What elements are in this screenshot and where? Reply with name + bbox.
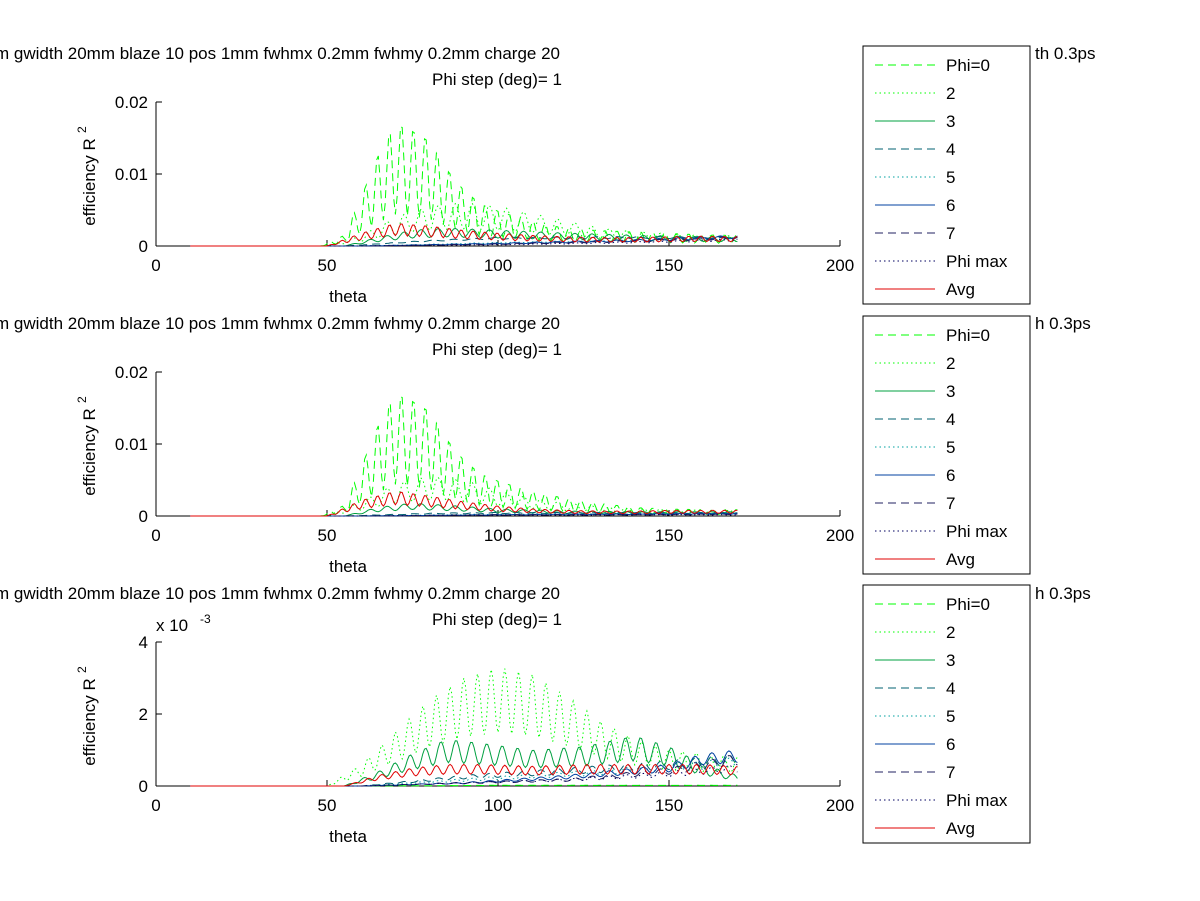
legend-label: 7 <box>946 763 955 782</box>
x-tick-label: 50 <box>318 526 337 545</box>
series-line-2 <box>190 476 738 517</box>
legend: Phi=0 2 3 4 5 6 7 Phi max Avg <box>862 584 1031 844</box>
chart-title: LAC gperiod 0.25mm gwidth 20mm blaze 10 … <box>0 314 560 333</box>
chart-panel-2: LAC gperiod 0.25mm gwidth 20mm blaze 10 … <box>0 314 1091 576</box>
legend-label: Phi max <box>946 252 1008 271</box>
series-line-9 <box>190 491 738 517</box>
legend-label: 2 <box>946 354 955 373</box>
legend-label: 3 <box>946 382 955 401</box>
y-exponent-label: x 10 <box>156 616 188 635</box>
legend-label: Phi=0 <box>946 56 990 75</box>
x-tick-label: 150 <box>655 256 683 275</box>
x-axis-label: theta <box>329 287 367 306</box>
chart-title: LAC gperiod 0.25mm gwidth 20mm blaze 10 … <box>0 44 560 63</box>
legend-label: 5 <box>946 168 955 187</box>
x-tick-label: 150 <box>655 796 683 815</box>
y-axis-label-sup: 2 <box>75 666 89 673</box>
legend-label: Phi max <box>946 522 1008 541</box>
x-tick-label: 150 <box>655 526 683 545</box>
legend: Phi=0 2 3 4 5 6 7 Phi max Avg <box>862 45 1031 305</box>
chart-panel-1: LAC gperiod 0.25mm gwidth 20mm blaze 10 … <box>0 44 1096 306</box>
x-axis-label: theta <box>329 827 367 846</box>
y-tick-label: 0 <box>139 237 148 256</box>
legend-box <box>862 45 1031 305</box>
y-tick-label: 4 <box>139 633 148 652</box>
x-tick-label: 0 <box>151 796 160 815</box>
chart-subtitle: Phi step (deg)= 1 <box>432 610 562 629</box>
chart-title-tail: h 0.3ps <box>1035 584 1091 603</box>
legend: Phi=0 2 3 4 5 6 7 Phi max Avg <box>862 315 1031 575</box>
x-axis-label: theta <box>329 557 367 576</box>
legend-label: 3 <box>946 112 955 131</box>
y-tick-label: 0.02 <box>115 93 148 112</box>
series-line-5 <box>190 757 738 787</box>
legend-label: Phi max <box>946 791 1008 810</box>
chart-title-tail: h 0.3ps <box>1035 314 1091 333</box>
y-tick-label: 0.02 <box>115 363 148 382</box>
legend-label: 4 <box>946 410 955 429</box>
x-tick-label: 100 <box>484 526 512 545</box>
y-tick-label: 0.01 <box>115 165 148 184</box>
legend-label: 6 <box>946 466 955 485</box>
chart-panel-3: LAC gperiod 0.25mm gwidth 20mm blaze 10 … <box>0 584 1091 846</box>
legend-label: 2 <box>946 623 955 642</box>
legend-label: Phi=0 <box>946 595 990 614</box>
x-tick-label: 0 <box>151 526 160 545</box>
legend-label: Avg <box>946 819 975 838</box>
legend-label: 7 <box>946 494 955 513</box>
y-tick-label: 0 <box>139 507 148 526</box>
y-axis-label: efficiency R <box>80 408 99 496</box>
x-tick-label: 200 <box>826 526 854 545</box>
legend-label: 6 <box>946 196 955 215</box>
legend-label: Avg <box>946 280 975 299</box>
x-tick-label: 200 <box>826 256 854 275</box>
x-tick-label: 0 <box>151 256 160 275</box>
legend-label: 4 <box>946 140 955 159</box>
y-axis-label-sup: 2 <box>75 396 89 403</box>
y-axis-label: efficiency R <box>80 138 99 226</box>
y-tick-label: 0 <box>139 777 148 796</box>
y-tick-label: 0.01 <box>115 435 148 454</box>
legend-label: Phi=0 <box>946 326 990 345</box>
x-tick-label: 200 <box>826 796 854 815</box>
legend-label: 3 <box>946 651 955 670</box>
x-tick-label: 100 <box>484 256 512 275</box>
legend-label: 5 <box>946 438 955 457</box>
chart-title-tail: th 0.3ps <box>1035 44 1096 63</box>
legend-box <box>862 584 1031 844</box>
y-exponent-sup: -3 <box>200 612 211 626</box>
legend-label: Avg <box>946 550 975 569</box>
series-line-6 <box>190 750 738 787</box>
legend-label: 4 <box>946 679 955 698</box>
chart-title: LAC gperiod 0.25mm gwidth 20mm blaze 10 … <box>0 584 560 603</box>
series-line-9 <box>190 763 738 787</box>
chart-subtitle: Phi step (deg)= 1 <box>432 340 562 359</box>
x-tick-label: 100 <box>484 796 512 815</box>
legend-label: 5 <box>946 707 955 726</box>
x-tick-label: 50 <box>318 796 337 815</box>
series-line-8 <box>190 764 738 787</box>
legend-label: 6 <box>946 735 955 754</box>
y-axis-label-sup: 2 <box>75 126 89 133</box>
y-axis-label: efficiency R <box>80 678 99 766</box>
series-line-1 <box>190 396 738 517</box>
series-line-2 <box>190 668 738 787</box>
legend-label: 7 <box>946 224 955 243</box>
series-line-9 <box>190 223 738 247</box>
legend-box <box>862 315 1031 575</box>
chart-subtitle: Phi step (deg)= 1 <box>432 70 562 89</box>
legend-label: 2 <box>946 84 955 103</box>
x-tick-label: 50 <box>318 256 337 275</box>
y-tick-label: 2 <box>139 705 148 724</box>
